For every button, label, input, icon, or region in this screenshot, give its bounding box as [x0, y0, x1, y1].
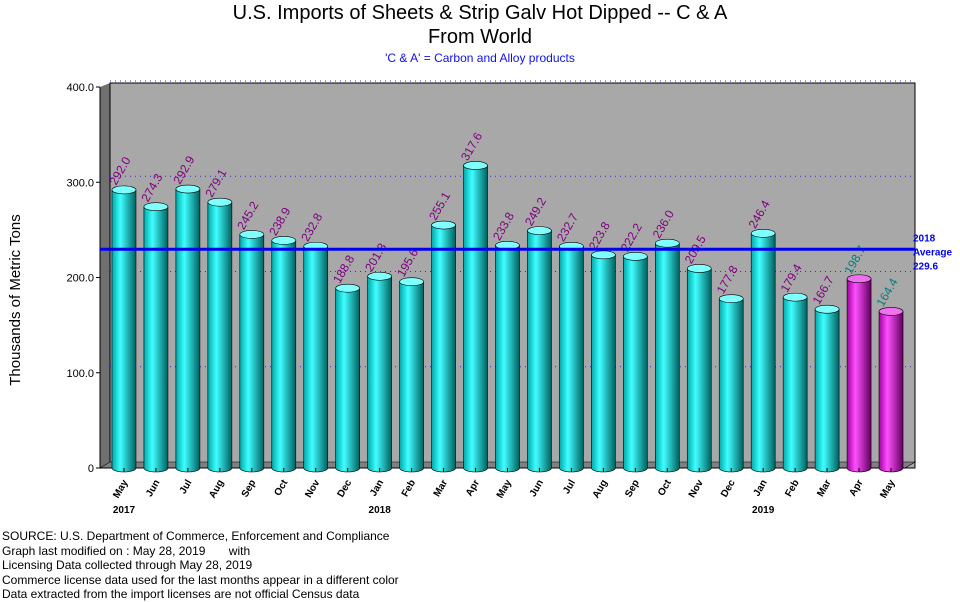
x-tick-label: Dec: [336, 478, 355, 500]
x-tick-label: Jan: [368, 478, 386, 498]
bar: [207, 201, 233, 473]
bar: [367, 275, 392, 473]
bar-top: [623, 252, 648, 261]
x-tick-label: May: [878, 478, 897, 501]
bar: [686, 268, 712, 473]
bar: [718, 298, 744, 473]
bar-top: [654, 238, 680, 248]
bar-top: [207, 197, 233, 207]
x-tick-label: Nov: [303, 478, 322, 500]
bar-top: [335, 283, 361, 293]
bar-top: [591, 250, 616, 260]
bar: [878, 311, 904, 473]
average-label: Average: [913, 247, 953, 258]
x-tick-label: Oct: [273, 477, 291, 498]
x-tick-label: Apr: [848, 478, 866, 499]
bar: [143, 206, 169, 473]
x-tick-label: Dec: [719, 478, 738, 500]
bar: [303, 245, 329, 473]
bar: [495, 245, 520, 473]
bar-top: [175, 184, 201, 194]
x-tick-label: Jul: [178, 478, 195, 496]
bar: [655, 242, 680, 473]
footer-line-census-note: Data extracted from the import licenses …: [2, 587, 360, 601]
x-tick-label: Mar: [432, 478, 450, 499]
x-tick-label: Sep: [623, 478, 642, 499]
footer-line-modified: Graph last modified on : May 28, 2019 wi…: [2, 543, 251, 558]
bar-top: [271, 236, 297, 245]
bar-top: [431, 220, 456, 230]
footer-line-source: SOURCE: U.S. Department of Commerce, Enf…: [2, 529, 390, 543]
x-tick-label: Aug: [591, 478, 610, 500]
x-tick-label: Sep: [240, 478, 259, 499]
bar: [527, 230, 552, 473]
bar-top: [367, 271, 392, 281]
x-tick-label: Jul: [561, 478, 578, 496]
y-tick-label: 400.0: [66, 82, 94, 94]
bar: [846, 278, 872, 473]
bar: [399, 281, 424, 473]
year-label: 2018: [369, 505, 392, 516]
bar-top: [782, 292, 808, 302]
bar-top: [399, 277, 424, 286]
bar: [239, 234, 265, 473]
x-tick-label: Nov: [687, 478, 706, 500]
bar-top: [239, 230, 265, 239]
year-label: 2017: [113, 505, 136, 516]
y-tick-label: 200.0: [66, 273, 94, 285]
average-label: 2018: [913, 233, 936, 244]
x-tick-label: Mar: [815, 478, 833, 499]
bar-top: [846, 274, 872, 284]
bar-top: [750, 229, 776, 238]
x-tick-label: Feb: [783, 478, 801, 499]
bar-top: [111, 185, 137, 195]
plot-side-wall: [100, 83, 110, 468]
chart-subtitle: From World: [427, 26, 533, 48]
bar: [623, 256, 648, 473]
bar-top: [143, 202, 169, 212]
bar: [431, 224, 456, 473]
bar-top: [878, 307, 904, 316]
x-tick-label: May: [111, 478, 130, 501]
average-label: 229.6: [913, 261, 938, 272]
y-tick-label: 0: [88, 463, 94, 475]
year-label: 2019: [752, 505, 775, 516]
bar-chart: 0 100.0 200.0 300.0 400.0 Thousands of Metric…: [7, 80, 953, 516]
x-tick-label: Apr: [464, 478, 482, 499]
chart-title: U.S. Imports of Sheets & Strip Galv Hot …: [232, 2, 728, 24]
y-tick-label: 300.0: [66, 177, 94, 189]
bar-top: [718, 294, 744, 303]
y-tick-label: 100.0: [66, 368, 94, 380]
x-tick-label: Feb: [400, 478, 418, 499]
x-tick-label: May: [495, 478, 514, 501]
bar: [750, 233, 776, 473]
bar-top: [686, 264, 712, 273]
x-tick-label: Oct: [656, 477, 674, 498]
footer-line-color-note: Commerce license data used for the last …: [2, 572, 399, 587]
bar-top: [527, 226, 552, 235]
x-tick-label: Aug: [207, 478, 226, 500]
bar: [591, 254, 616, 473]
footer-line-licensing: Licensing Data collected through May 28,…: [2, 558, 253, 572]
source-footer: SOURCE: U.S. Department of Commerce, Enf…: [2, 529, 399, 602]
bar: [782, 296, 808, 473]
bar-top: [814, 304, 840, 314]
x-tick-label: Jun: [528, 478, 546, 499]
bar: [111, 189, 137, 473]
bar-top: [463, 161, 488, 170]
bar: [559, 246, 584, 473]
bar: [463, 165, 488, 473]
x-tick-label: Jan: [752, 478, 770, 498]
chart-note: 'C & A' = Carbon and Alloy products: [385, 51, 575, 65]
y-axis-label: Thousands of Metric Tons: [7, 214, 24, 385]
x-tick-label: Jun: [144, 478, 162, 499]
bar: [814, 308, 840, 473]
bar: [175, 188, 201, 473]
bar: [271, 240, 297, 473]
bar: [335, 287, 360, 473]
